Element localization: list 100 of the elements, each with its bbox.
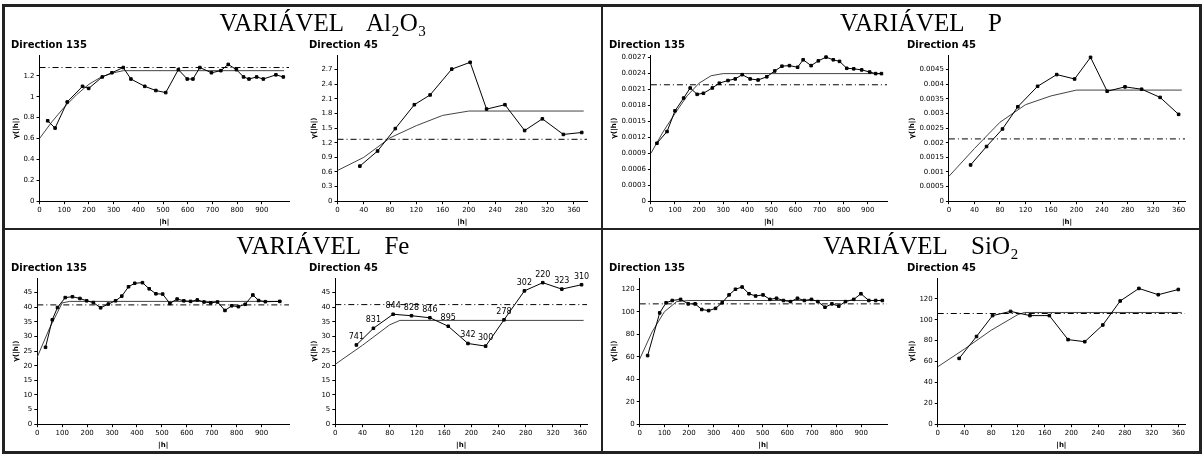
point xyxy=(163,90,168,95)
point xyxy=(540,117,545,121)
point xyxy=(802,298,807,303)
point xyxy=(358,164,362,168)
point xyxy=(176,67,181,72)
point xyxy=(1156,292,1161,297)
point xyxy=(710,86,715,90)
point xyxy=(823,305,827,310)
point xyxy=(657,311,662,315)
point xyxy=(195,298,200,302)
point xyxy=(100,75,105,79)
point xyxy=(484,107,489,111)
point xyxy=(727,293,731,297)
point xyxy=(106,302,111,306)
chart-title: Direction 135 xyxy=(11,261,87,273)
point xyxy=(1139,87,1144,91)
point xyxy=(409,313,414,318)
point xyxy=(772,69,777,73)
point xyxy=(110,70,114,75)
point xyxy=(371,326,376,331)
point xyxy=(468,60,472,65)
point xyxy=(560,287,564,291)
point xyxy=(241,75,246,79)
point xyxy=(446,324,450,329)
point xyxy=(209,70,214,75)
point xyxy=(1123,85,1127,89)
annotation: 300 xyxy=(478,333,494,343)
point xyxy=(831,58,836,62)
point xyxy=(1054,72,1059,77)
annotation: 828 xyxy=(403,302,420,312)
point xyxy=(688,86,692,90)
point xyxy=(140,280,145,285)
point xyxy=(695,92,699,97)
point xyxy=(753,294,758,298)
point xyxy=(740,285,744,289)
point xyxy=(65,100,69,104)
point xyxy=(1118,299,1122,303)
chart-title: Direction 45 xyxy=(309,261,379,273)
point xyxy=(843,299,848,304)
point xyxy=(393,126,398,131)
point xyxy=(503,102,507,107)
point xyxy=(78,296,82,301)
point xyxy=(202,300,206,304)
point xyxy=(795,65,800,69)
point xyxy=(809,297,814,302)
point xyxy=(740,72,744,77)
annotation: 278 xyxy=(496,306,512,316)
point xyxy=(263,299,268,304)
point xyxy=(261,77,266,81)
point xyxy=(1028,313,1032,318)
point xyxy=(1008,309,1013,314)
point xyxy=(254,75,259,79)
point xyxy=(86,86,91,91)
point xyxy=(522,289,527,293)
point xyxy=(664,300,668,305)
point xyxy=(686,302,690,306)
point xyxy=(787,63,792,68)
annotation: 895 xyxy=(440,313,456,323)
point xyxy=(873,71,878,76)
point xyxy=(579,130,584,135)
point xyxy=(844,66,849,71)
point xyxy=(63,295,67,300)
point xyxy=(816,299,820,304)
point xyxy=(243,302,247,307)
point xyxy=(873,298,878,303)
point xyxy=(713,306,718,311)
point xyxy=(1088,55,1093,60)
point xyxy=(226,62,231,67)
chart-title: Direction 45 xyxy=(907,38,977,50)
point xyxy=(774,296,779,301)
point xyxy=(522,128,527,133)
point xyxy=(761,293,765,297)
point xyxy=(541,280,545,285)
point xyxy=(788,299,793,304)
point xyxy=(1035,84,1040,89)
point xyxy=(1137,286,1141,291)
annotation: 342 xyxy=(460,330,476,340)
point xyxy=(223,308,227,313)
text: VARIÁVEL Al₂O₃ xyxy=(219,9,427,36)
point xyxy=(129,77,133,81)
point xyxy=(80,84,85,89)
point xyxy=(756,78,760,82)
point xyxy=(1158,95,1162,100)
point xyxy=(375,149,380,153)
point xyxy=(154,292,158,296)
point xyxy=(957,356,961,361)
point xyxy=(208,301,213,305)
point xyxy=(154,88,158,93)
point xyxy=(188,299,193,304)
point xyxy=(717,81,722,85)
point xyxy=(251,293,255,297)
point xyxy=(1176,112,1181,117)
point xyxy=(219,68,223,73)
point xyxy=(1066,337,1070,342)
point xyxy=(748,77,752,81)
annotation: 844 xyxy=(385,301,401,311)
point xyxy=(247,77,251,81)
point xyxy=(502,318,506,322)
point xyxy=(706,308,711,313)
point xyxy=(1082,339,1087,344)
